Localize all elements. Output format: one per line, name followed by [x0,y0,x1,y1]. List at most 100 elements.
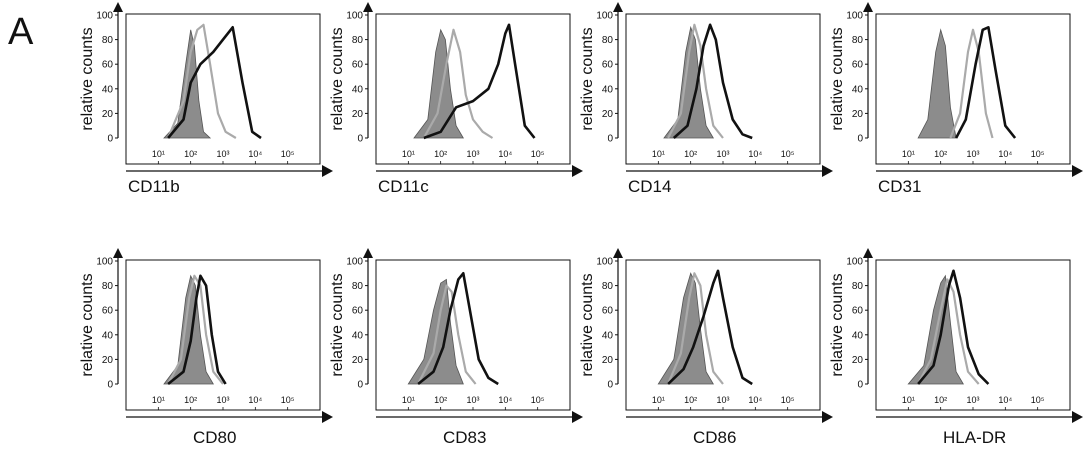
x-tick-label: 10⁵ [781,395,795,405]
histogram-isotype-filled [163,274,214,385]
y-tick-label: 60 [852,60,864,71]
histogram-black-line [167,26,262,140]
y-tick-label: 0 [107,134,113,145]
y-tick-label: 0 [607,134,613,145]
x-tick-label: 10² [934,395,947,405]
x-tick-label: 10¹ [152,395,165,405]
plot-frame [375,259,571,411]
x-axis-title: CD80 [193,428,236,446]
histogram-isotype-filled [917,28,957,139]
y-tick-label: 80 [602,281,614,292]
x-axis-arrow [322,411,333,423]
y-tick-label: 20 [852,109,864,120]
x-tick-label: 10³ [716,149,729,159]
y-axis-arrow [113,248,123,258]
x-tick-label: 10² [684,395,697,405]
x-tick-label: 10² [184,149,197,159]
y-tick-label: 0 [357,134,363,145]
y-tick-label: 20 [102,109,114,120]
y-tick-label: 40 [602,84,614,95]
y-tick-label: 0 [357,380,363,391]
x-tick-label: 10⁴ [998,149,1012,159]
y-axis-arrow [363,248,373,258]
y-tick-label: 80 [352,35,364,46]
x-tick-label: 10⁴ [248,395,262,405]
y-axis-arrow [863,2,873,12]
x-tick-label: 10⁵ [531,149,545,159]
plot-frame [875,13,1071,165]
y-axis-title: relative counts [829,273,846,376]
plot-frame [125,13,321,165]
plot-frame [625,259,821,411]
x-axis-title: CD83 [443,428,486,446]
x-tick-label: 10³ [216,149,229,159]
y-tick-label: 100 [846,257,863,268]
y-tick-label: 100 [846,11,863,22]
x-tick-label: 10⁵ [781,149,795,159]
plot-frame [375,13,571,165]
y-tick-label: 80 [102,35,114,46]
plot-frame [125,259,321,411]
x-axis-arrow [1072,165,1083,177]
x-axis-arrow [572,411,583,423]
y-tick-label: 80 [352,281,364,292]
x-axis-arrow [822,165,833,177]
y-tick-label: 100 [96,11,113,22]
y-axis-arrow [613,248,623,258]
y-tick-label: 40 [352,330,364,341]
y-axis-title: relative counts [79,273,96,376]
y-tick-label: 80 [102,281,114,292]
histogram-black-line [667,269,753,386]
y-tick-label: 40 [602,330,614,341]
y-axis-arrow [613,2,623,12]
y-tick-label: 80 [852,35,864,46]
y-tick-label: 40 [102,330,114,341]
y-axis-title: relative counts [579,273,596,376]
y-tick-label: 60 [352,306,364,317]
x-tick-label: 10³ [716,395,729,405]
x-tick-label: 10³ [466,395,479,405]
y-tick-label: 80 [602,35,614,46]
y-tick-label: 20 [602,355,614,366]
x-axis-title: CD11b [128,177,180,196]
x-axis-title: HLA-DR [943,428,1006,446]
y-tick-label: 100 [596,11,613,22]
y-tick-label: 0 [857,380,863,391]
x-tick-label: 10⁵ [531,395,545,405]
histogram-gray-line [949,28,994,139]
x-tick-label: 10⁵ [281,395,295,405]
histogram-black-line [167,274,227,386]
y-tick-label: 60 [102,306,114,317]
x-axis-title: CD31 [878,177,921,196]
x-axis-title: CD86 [693,428,736,446]
x-tick-label: 10⁵ [281,149,295,159]
y-axis-title: relative counts [79,27,96,130]
x-axis-title: CD11c [378,177,429,196]
y-axis-title: relative counts [829,27,846,130]
histogram-gray-line [417,284,477,385]
y-tick-label: 60 [602,306,614,317]
y-tick-label: 20 [602,109,614,120]
y-axis-arrow [863,248,873,258]
histogram-black-line [672,23,753,140]
y-axis-arrow [113,2,123,12]
x-tick-label: 10² [434,395,447,405]
y-tick-label: 20 [352,109,364,120]
y-tick-label: 100 [346,257,363,268]
y-tick-label: 40 [352,84,364,95]
y-tick-label: 60 [602,60,614,71]
y-tick-label: 20 [352,355,364,366]
histogram-gray-line [167,23,237,139]
histogram-black-line [423,23,536,140]
histogram-isotype-filled [413,28,464,139]
panel-label: A [8,11,34,53]
plot-frame [875,259,1071,411]
y-tick-label: 40 [852,84,864,95]
